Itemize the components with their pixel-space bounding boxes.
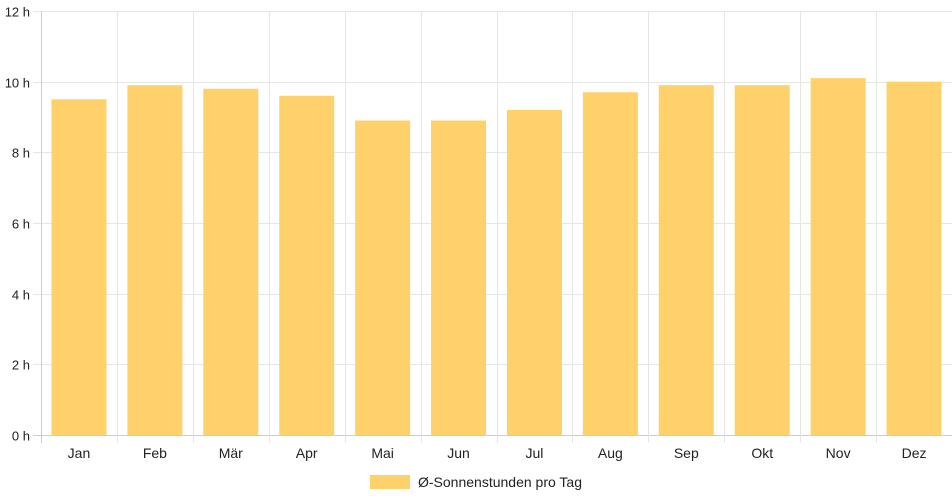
bar[interactable] (279, 95, 335, 436)
grid-layer (33, 11, 952, 443)
legend-label: Ø-Sonnenstunden pro Tag (418, 474, 582, 490)
x-tick-label: Nov (826, 445, 851, 461)
bar[interactable] (810, 78, 866, 435)
bar[interactable] (582, 92, 638, 436)
bar[interactable] (886, 81, 942, 436)
x-tick-label: Okt (751, 445, 773, 461)
y-tick-label: 8 h (12, 146, 30, 161)
bar[interactable] (127, 85, 183, 435)
bar[interactable] (51, 99, 107, 435)
y-tick-label: 4 h (12, 288, 30, 303)
y-tick-label: 6 h (12, 217, 30, 232)
x-tick-label: Jun (447, 445, 470, 461)
x-tick-label: Aug (598, 445, 623, 461)
bar[interactable] (203, 88, 259, 435)
x-axis: Jan Feb Mär Apr Mai Jun Jul Aug Sep Okt Nov Dez (68, 445, 927, 461)
y-tick-label: 2 h (12, 358, 30, 373)
x-tick-label: Jul (526, 445, 544, 461)
x-tick-label: Dez (902, 445, 927, 461)
x-tick-label: Mai (371, 445, 394, 461)
bar[interactable] (431, 120, 487, 436)
y-tick-label: 12 h (5, 5, 30, 20)
bar[interactable] (734, 85, 790, 435)
x-tick-label: Mär (219, 445, 243, 461)
bar-layer (51, 78, 942, 436)
bar[interactable] (658, 85, 714, 435)
legend[interactable]: Ø-Sonnenstunden pro Tag (370, 472, 582, 492)
bar[interactable] (355, 120, 411, 436)
x-tick-label: Sep (674, 445, 699, 461)
legend-swatch (370, 475, 410, 489)
bar[interactable] (506, 109, 562, 435)
x-tick-label: Apr (296, 445, 318, 461)
y-tick-label: 10 h (5, 76, 30, 91)
y-axis: 0 h 2 h 4 h 6 h 8 h 10 h 12 h (5, 5, 30, 444)
x-tick-label: Feb (143, 445, 167, 461)
y-tick-label: 0 h (12, 429, 30, 444)
x-tick-label: Jan (68, 445, 91, 461)
